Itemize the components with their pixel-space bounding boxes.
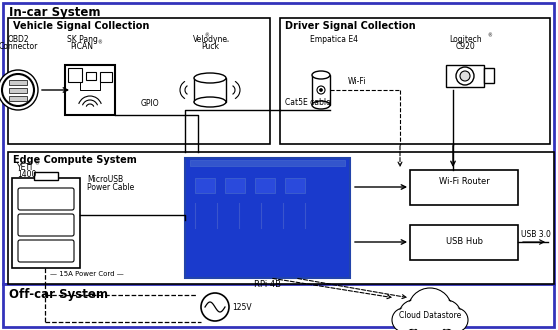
Ellipse shape	[312, 101, 330, 109]
Bar	[34, 172, 58, 180]
Text: Cloud Datastore: Cloud Datastore	[399, 311, 461, 319]
Bar	[9, 87, 27, 92]
Bar	[312, 75, 330, 105]
FancyBboxPatch shape	[18, 240, 74, 262]
Text: Vehicle Signal Collection: Vehicle Signal Collection	[13, 21, 150, 31]
Bar	[185, 158, 350, 278]
Bar	[484, 68, 494, 83]
Circle shape	[201, 293, 229, 321]
Text: YETI: YETI	[17, 163, 33, 172]
Text: ®: ®	[487, 33, 492, 38]
Bar	[8, 18, 270, 144]
Text: C920: C920	[456, 42, 476, 51]
Bar	[3, 3, 554, 284]
Text: ™: ™	[224, 40, 229, 45]
Text: — 15A Power Cord —: — 15A Power Cord —	[50, 271, 124, 277]
Text: Connector: Connector	[0, 42, 38, 51]
Circle shape	[393, 309, 415, 330]
Circle shape	[399, 300, 429, 330]
Circle shape	[445, 309, 467, 330]
Bar	[285, 178, 305, 193]
Ellipse shape	[194, 73, 226, 83]
Circle shape	[392, 308, 416, 330]
Bar	[3, 284, 554, 327]
Text: Puck: Puck	[201, 42, 219, 51]
Bar	[8, 152, 554, 284]
Text: USB 3.0: USB 3.0	[521, 230, 551, 239]
Circle shape	[414, 306, 446, 330]
Bar	[280, 18, 550, 144]
Text: PiCAN: PiCAN	[70, 42, 94, 51]
Circle shape	[320, 88, 323, 91]
FancyBboxPatch shape	[18, 214, 74, 236]
Text: Cat5E cable: Cat5E cable	[285, 98, 331, 107]
FancyBboxPatch shape	[18, 188, 74, 210]
Circle shape	[432, 301, 460, 329]
Circle shape	[408, 288, 452, 330]
Text: SK Pang: SK Pang	[66, 35, 98, 44]
Text: OBD2: OBD2	[7, 35, 29, 44]
Text: In-car System: In-car System	[9, 6, 100, 19]
Text: ®: ®	[97, 40, 102, 45]
Bar	[68, 68, 82, 82]
Text: GPIO: GPIO	[141, 99, 160, 108]
Text: 1400: 1400	[17, 170, 36, 179]
Bar	[86, 72, 96, 80]
Text: Edge Compute System: Edge Compute System	[13, 155, 137, 165]
Bar	[195, 178, 215, 193]
Bar	[410, 225, 518, 260]
Text: Velodyne: Velodyne	[193, 35, 228, 44]
Bar	[225, 178, 245, 193]
Text: MicroUSB: MicroUSB	[87, 175, 123, 184]
Circle shape	[431, 300, 461, 330]
Bar	[194, 78, 226, 102]
Text: Off-car System: Off-car System	[9, 288, 108, 301]
Bar	[12, 178, 80, 268]
Circle shape	[409, 289, 451, 330]
Text: Empatica E4: Empatica E4	[310, 35, 358, 44]
Text: USB Hub: USB Hub	[445, 238, 483, 247]
Circle shape	[415, 307, 445, 330]
Circle shape	[460, 71, 470, 81]
Ellipse shape	[194, 97, 226, 107]
Text: 125V: 125V	[232, 303, 252, 312]
Text: Logitech: Logitech	[450, 35, 482, 44]
Circle shape	[0, 70, 38, 110]
Bar	[100, 72, 112, 82]
Bar	[9, 80, 27, 84]
Bar	[65, 65, 115, 115]
Text: Wi-Fi: Wi-Fi	[348, 77, 367, 86]
Text: Driver Signal Collection: Driver Signal Collection	[285, 21, 416, 31]
Circle shape	[456, 67, 474, 85]
Bar	[255, 178, 275, 193]
Bar	[446, 65, 484, 87]
Bar	[410, 170, 518, 205]
Circle shape	[444, 308, 468, 330]
Bar	[9, 95, 27, 101]
Text: ®: ®	[34, 161, 39, 166]
Circle shape	[317, 86, 325, 94]
Text: Wi-Fi Router: Wi-Fi Router	[439, 178, 489, 186]
Text: Power Cable: Power Cable	[87, 183, 134, 192]
Bar	[190, 160, 345, 166]
Circle shape	[400, 301, 428, 329]
Text: RPi 4B: RPi 4B	[253, 280, 281, 289]
Ellipse shape	[312, 71, 330, 79]
Text: ®: ®	[204, 33, 209, 38]
